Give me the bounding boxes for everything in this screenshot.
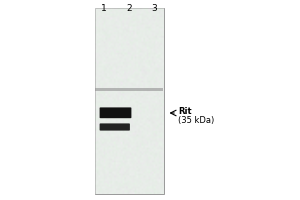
Text: 1: 1 — [100, 4, 106, 13]
Text: Rit: Rit — [178, 107, 192, 116]
Bar — [95, 88, 163, 91]
Text: 2: 2 — [126, 4, 132, 13]
FancyBboxPatch shape — [100, 123, 130, 131]
FancyBboxPatch shape — [100, 107, 131, 118]
Text: (35 kDa): (35 kDa) — [178, 116, 215, 124]
Text: 3: 3 — [152, 4, 158, 13]
Bar — [94, 8, 164, 194]
